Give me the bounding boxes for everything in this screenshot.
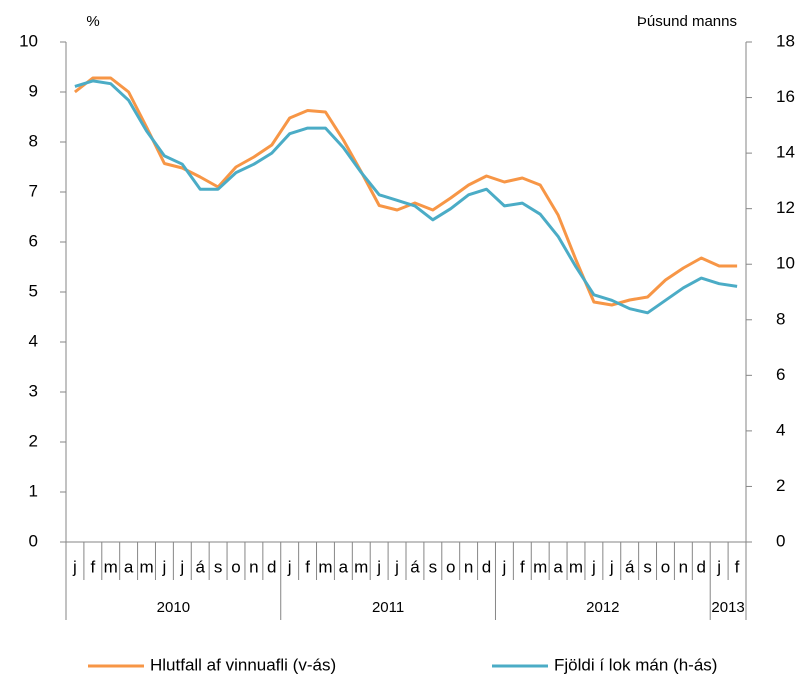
x-tick-label: d [697, 557, 706, 576]
x-tick-label: f [520, 557, 525, 576]
year-label: 2012 [586, 599, 619, 616]
x-tick-label: a [553, 557, 563, 576]
legend-label: Fjöldi í lok mán (h-ás) [554, 655, 717, 674]
y2-tick-label: 16 [776, 87, 795, 106]
x-tick-label: o [231, 557, 240, 576]
x-tick-label: a [124, 557, 134, 576]
x-tick-label: j [394, 557, 399, 576]
x-tick-label: j [72, 557, 77, 576]
y2-tick-label: 18 [776, 31, 795, 50]
x-tick-label: f [735, 557, 740, 576]
year-label: 2013 [711, 599, 744, 616]
x-tick-label: j [502, 557, 507, 576]
x-tick-label: f [90, 557, 95, 576]
series-line [74, 79, 738, 315]
series-line [73, 76, 738, 307]
x-tick-label: n [249, 557, 258, 576]
y2-tick-label: 6 [776, 365, 785, 384]
year-label: 2010 [157, 599, 190, 616]
y-tick-label: 8 [29, 131, 38, 150]
y-tick-label: 9 [29, 81, 38, 100]
y-tick-label: 10 [19, 31, 38, 50]
year-label: 2011 [372, 599, 404, 616]
x-tick-label: d [267, 557, 276, 576]
y-tick-label: 4 [29, 331, 38, 350]
x-tick-label: d [482, 557, 491, 576]
x-tick-label: á [410, 557, 420, 576]
x-tick-label: s [214, 557, 223, 576]
x-tick-label: f [305, 557, 310, 576]
legend-label: Hlutfall af vinnuafli (v-ás) [150, 655, 336, 674]
x-tick-label: m [318, 557, 332, 576]
x-tick-label: n [679, 557, 688, 576]
x-tick-label: s [643, 557, 652, 576]
y2-tick-label: 10 [776, 254, 795, 273]
y2-tick-label: 12 [776, 198, 795, 217]
x-tick-label: m [569, 557, 583, 576]
x-tick-label: j [376, 557, 381, 576]
y-axis-label: % [86, 13, 99, 30]
x-tick-label: á [195, 557, 205, 576]
x-tick-label: j [716, 557, 721, 576]
y-tick-label: 5 [29, 281, 38, 300]
x-tick-label: j [609, 557, 614, 576]
x-tick-label: m [533, 557, 547, 576]
x-tick-label: j [591, 557, 596, 576]
y2-tick-label: 14 [776, 143, 795, 162]
y2-tick-label: 0 [776, 531, 785, 550]
x-tick-label: n [464, 557, 473, 576]
y2-tick-label: 2 [776, 476, 785, 495]
y2-axis-label: Þúsund manns [637, 13, 737, 30]
x-tick-label: j [162, 557, 167, 576]
x-tick-label: s [429, 557, 438, 576]
y-tick-label: 1 [29, 481, 38, 500]
y-tick-label: 2 [29, 431, 38, 450]
x-tick-label: m [139, 557, 153, 576]
x-tick-label: o [661, 557, 670, 576]
x-tick-label: j [179, 557, 184, 576]
y-tick-label: 6 [29, 231, 38, 250]
y2-tick-label: 8 [776, 309, 785, 328]
x-tick-label: a [339, 557, 349, 576]
x-tick-label: o [446, 557, 455, 576]
x-tick-label: j [287, 557, 292, 576]
y2-tick-label: 4 [776, 420, 785, 439]
y-tick-label: 3 [29, 381, 38, 400]
y-tick-label: 0 [29, 531, 38, 550]
x-tick-label: á [625, 557, 635, 576]
y-tick-label: 7 [29, 181, 38, 200]
x-tick-label: m [354, 557, 368, 576]
x-tick-label: m [104, 557, 118, 576]
